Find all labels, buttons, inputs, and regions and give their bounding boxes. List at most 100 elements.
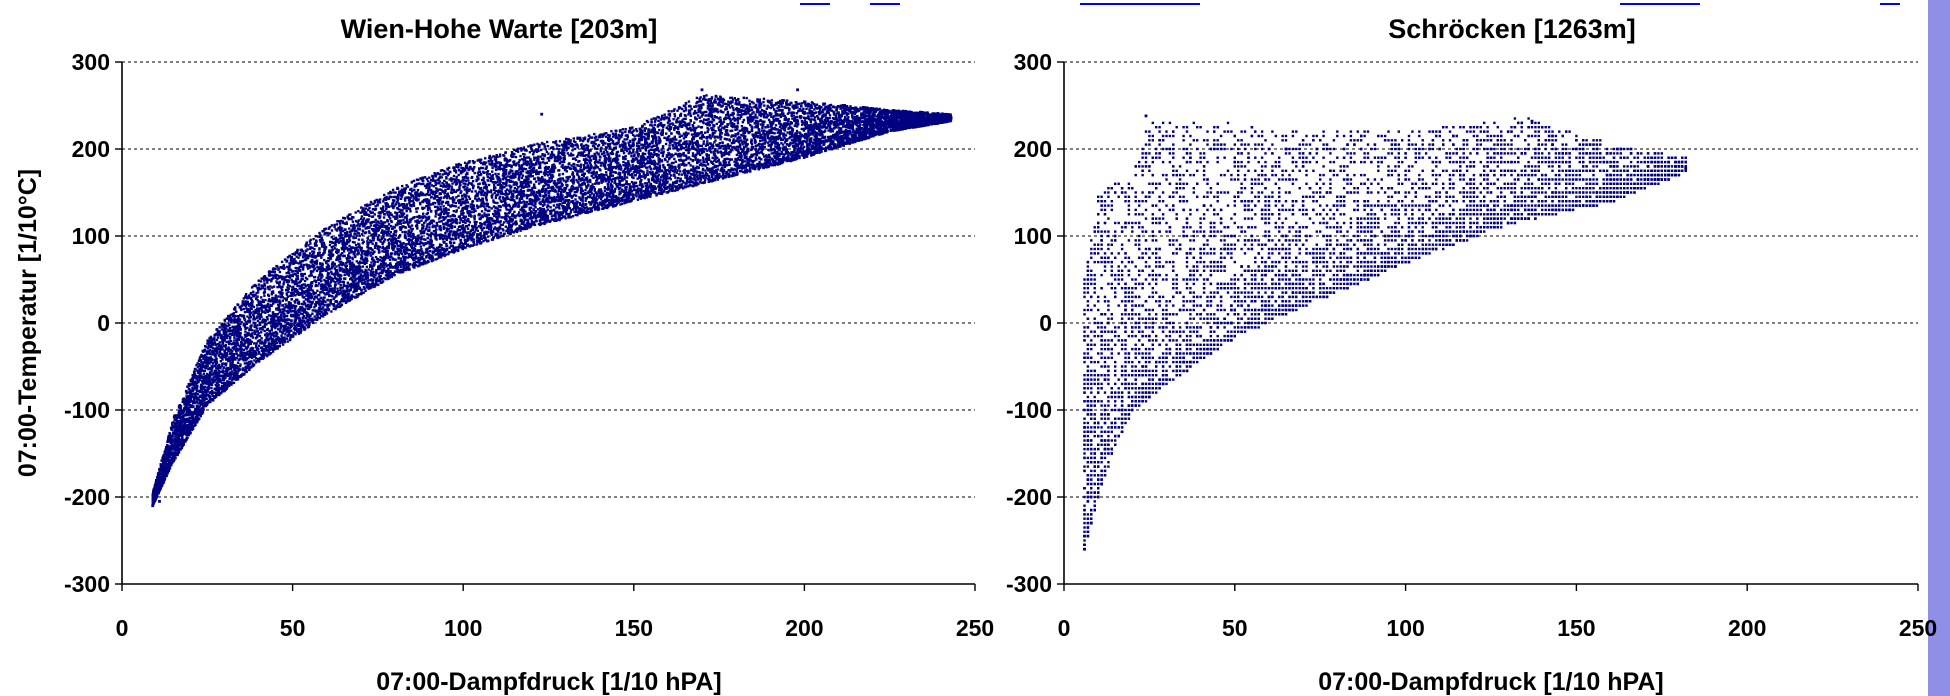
- scatter-point: [742, 96, 745, 99]
- scatter-point: [832, 143, 836, 146]
- scatter-point: [392, 206, 395, 210]
- scatter-point: [680, 134, 683, 137]
- scatter-point: [361, 229, 364, 232]
- scatter-point: [751, 119, 754, 123]
- scatter-point: [225, 336, 229, 340]
- scatter-point: [366, 237, 370, 240]
- scatter-point: [363, 281, 366, 284]
- scatter-point: [205, 345, 208, 349]
- scatter-point: [763, 104, 766, 107]
- scatter-point: [461, 201, 464, 204]
- scatter-point: [320, 276, 323, 279]
- scatter-point: [718, 142, 722, 145]
- scatter-point: [654, 141, 658, 145]
- scatter-point: [232, 381, 236, 385]
- scatter-point: [776, 107, 779, 110]
- scatter-point: [444, 234, 447, 237]
- scatter-point: [837, 120, 840, 123]
- scatter-point: [608, 198, 611, 202]
- scatter-point: [525, 149, 528, 152]
- scatter-point: [419, 229, 422, 233]
- scatter-point: [661, 145, 665, 148]
- scatter-point: [454, 205, 457, 208]
- scatter-point: [288, 285, 291, 288]
- scatter-point: [500, 163, 503, 167]
- scatter-point: [274, 276, 277, 280]
- scatter-point: [719, 120, 723, 124]
- scatter-point: [366, 274, 370, 277]
- scatter-point: [605, 171, 608, 174]
- scatter-point: [193, 401, 197, 405]
- scatter-point: [537, 182, 541, 185]
- scatter-point: [857, 132, 860, 136]
- scatter-point: [305, 320, 308, 323]
- scatter-point: [410, 217, 413, 221]
- scatter-point: [745, 155, 748, 158]
- scatter-point: [584, 157, 588, 160]
- scatter-point: [790, 151, 793, 154]
- scatter-point: [451, 233, 454, 236]
- scatter-point: [621, 177, 624, 180]
- scatter-point: [642, 185, 645, 188]
- scatter-point: [369, 200, 373, 204]
- scatter-point: [519, 190, 522, 193]
- scatter-point: [519, 147, 523, 150]
- scatter-point: [367, 268, 370, 271]
- scatter-point: [267, 347, 270, 350]
- scatter-point: [632, 167, 635, 170]
- scatter-point: [508, 172, 511, 175]
- scatter-point: [272, 285, 276, 288]
- scatter-point: [464, 169, 467, 172]
- scatter-point: [643, 129, 647, 132]
- scatter-point: [387, 277, 390, 281]
- scatter-point: [365, 265, 369, 268]
- scatter-point: [677, 183, 681, 187]
- scatter-point: [455, 163, 458, 166]
- scatter-point: [368, 203, 372, 206]
- scatter-point: [702, 135, 705, 139]
- scatter-point: [673, 141, 676, 144]
- scatter-point: [344, 264, 347, 267]
- scatter-point: [466, 227, 470, 230]
- scatter-point: [387, 241, 391, 245]
- scatter-point: [782, 146, 785, 149]
- scatter-point: [396, 239, 400, 243]
- scatter-point: [351, 220, 355, 223]
- scatter-point: [617, 133, 621, 137]
- scatter-point: [324, 288, 327, 291]
- scatter-point: [428, 203, 431, 206]
- scatter-point: [341, 297, 344, 301]
- scatter-point: [215, 361, 219, 364]
- scatter-point: [475, 243, 479, 246]
- scatter-point: [698, 99, 702, 103]
- scatter-point: [543, 162, 547, 165]
- scatter-point: [348, 244, 351, 248]
- scatter-point: [456, 189, 459, 192]
- scatter-point: [702, 147, 705, 150]
- scatter-point: [374, 223, 377, 227]
- scatter-point: [492, 155, 495, 158]
- scatter-point: [559, 156, 562, 160]
- scatter-point: [243, 310, 247, 314]
- scatter-point: [691, 152, 695, 155]
- scatter-point: [565, 137, 568, 141]
- scatter-point: [535, 215, 538, 218]
- scatter-point: [569, 179, 573, 182]
- scatter-point: [425, 192, 428, 196]
- scatter-point: [228, 332, 231, 336]
- scatter-point: [508, 229, 511, 232]
- scatter-point: [709, 151, 713, 154]
- scatter-point: [447, 203, 450, 207]
- scatter-point: [794, 121, 798, 124]
- scatter-point: [201, 379, 204, 383]
- scatter-point: [198, 362, 201, 366]
- scatter-point: [281, 292, 284, 295]
- scatter-point: [413, 188, 416, 192]
- scatter-point: [573, 193, 576, 197]
- scatter-point: [371, 242, 374, 245]
- scatter-point: [555, 206, 558, 209]
- scatter-point: [373, 220, 376, 224]
- scatter-point: [383, 209, 386, 213]
- scatter-point: [345, 257, 348, 260]
- scatter-point: [425, 225, 428, 228]
